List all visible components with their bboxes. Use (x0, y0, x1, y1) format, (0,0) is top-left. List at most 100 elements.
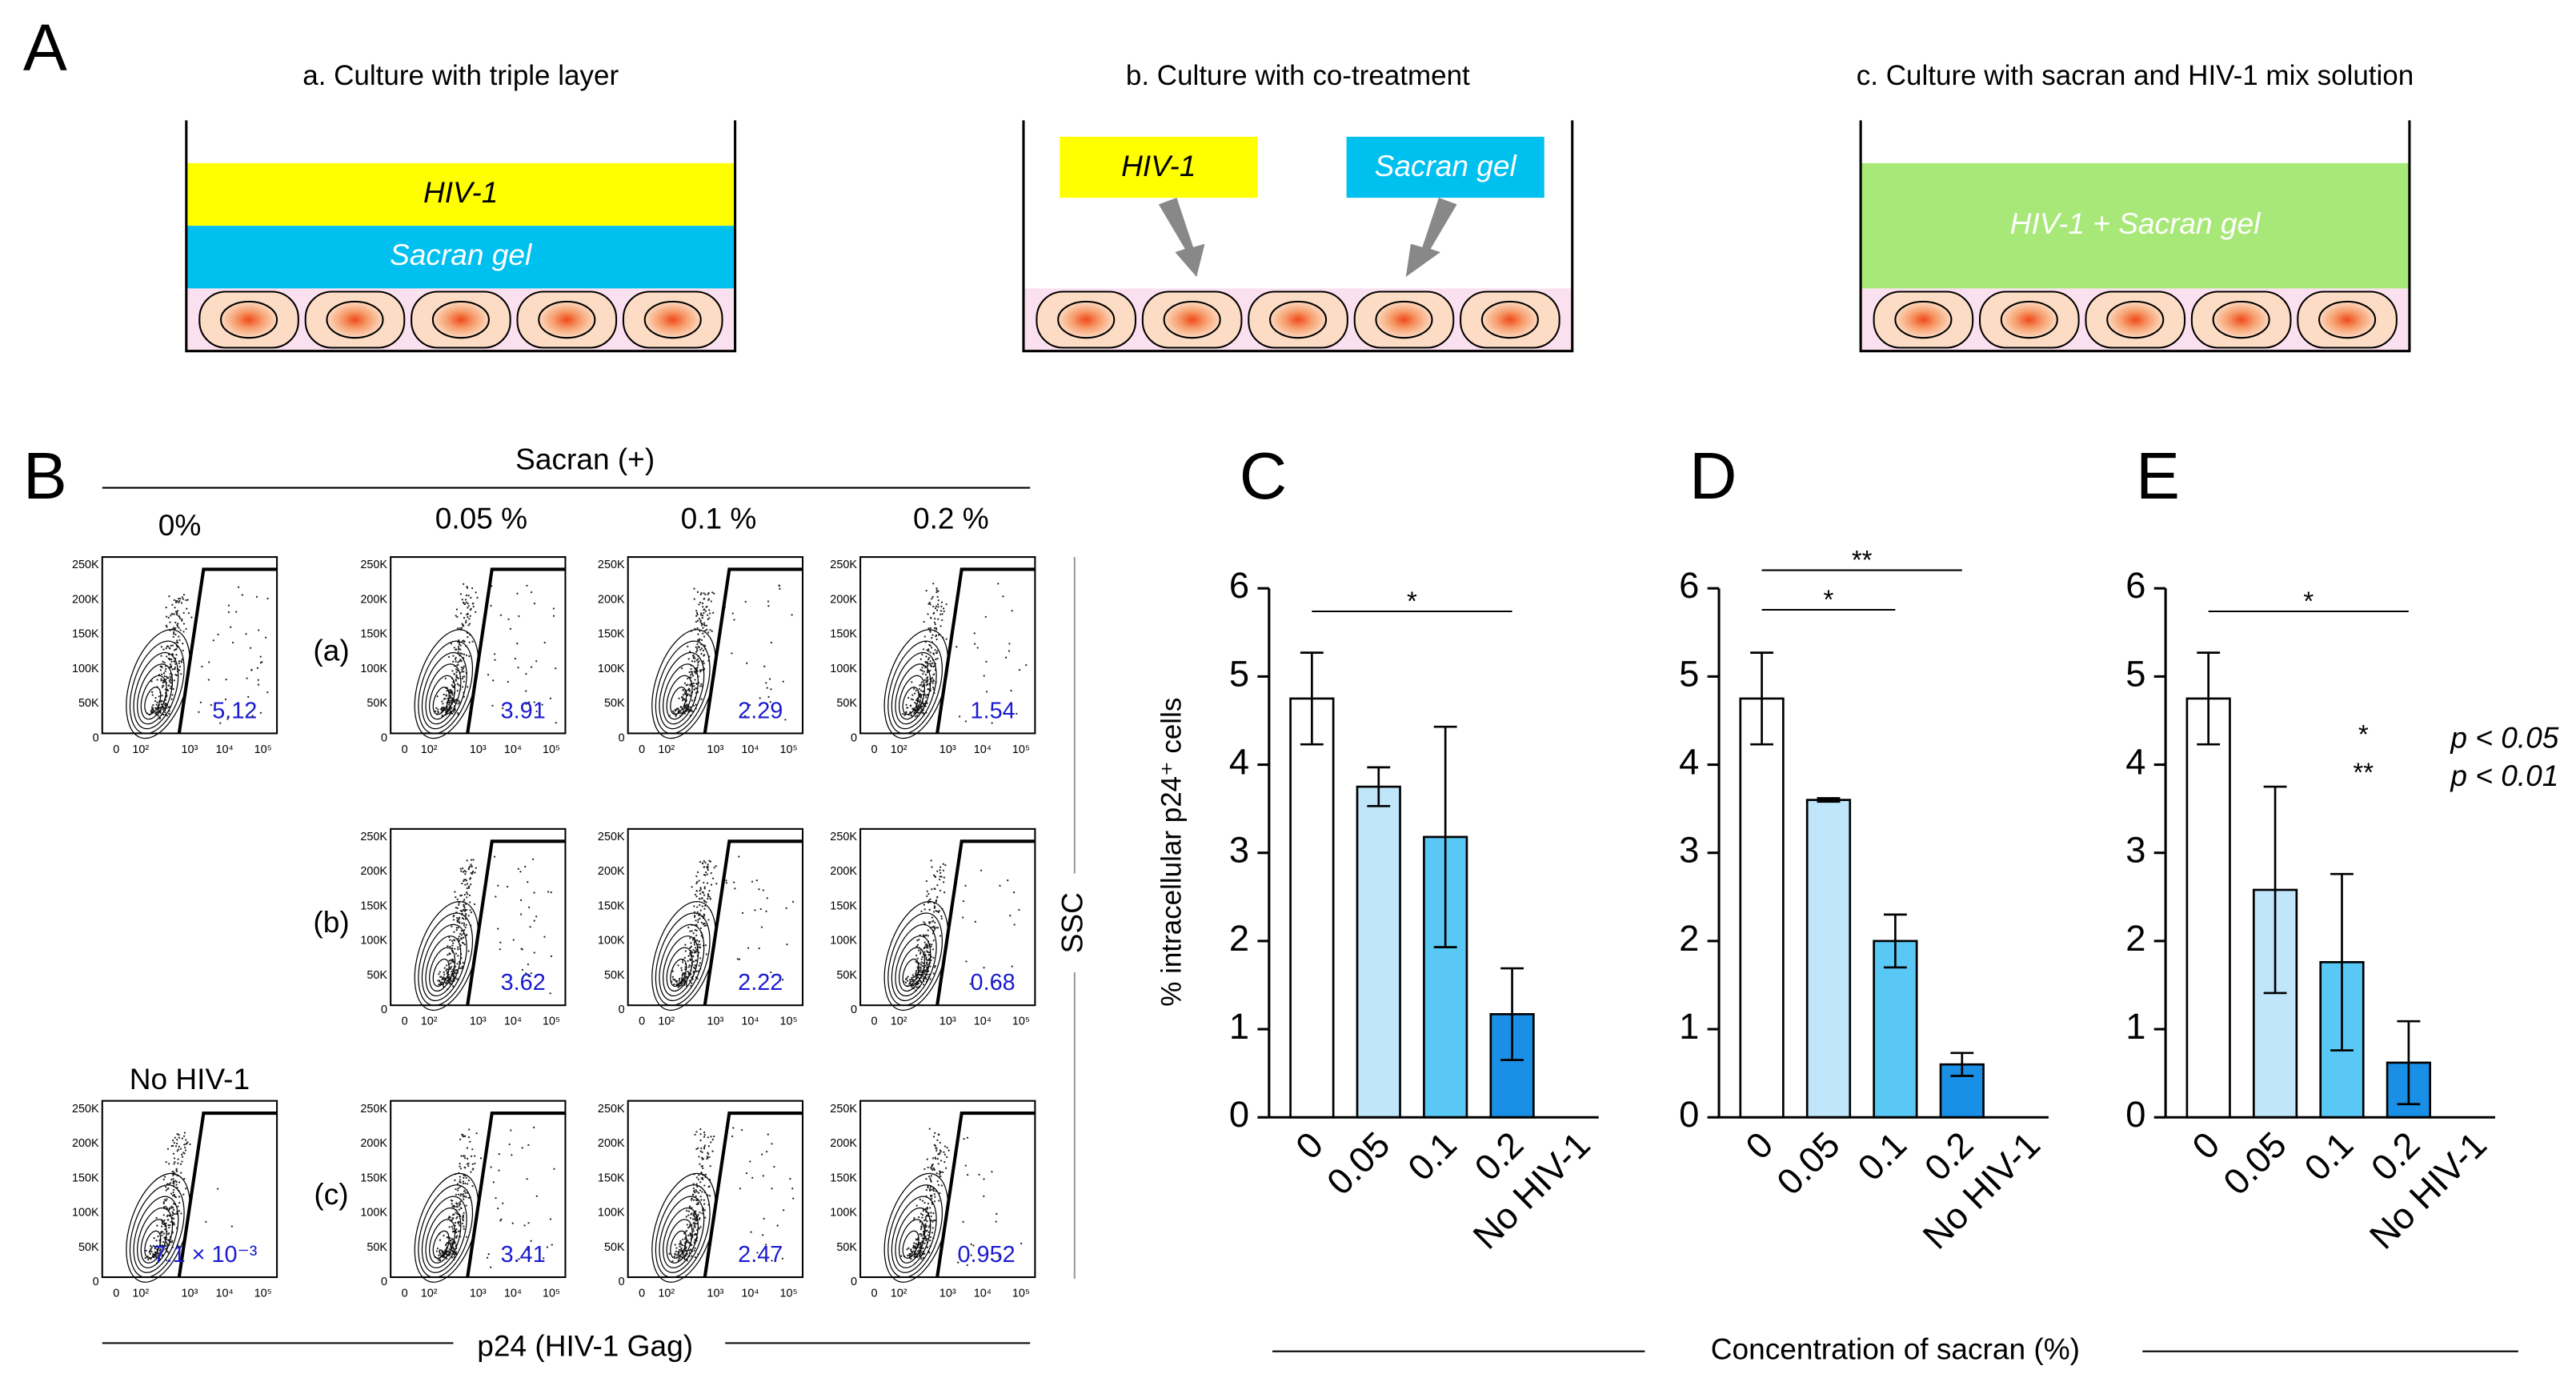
dot (177, 598, 180, 600)
dot (463, 601, 465, 604)
dot (162, 1214, 165, 1216)
dot (919, 971, 923, 973)
dot (700, 639, 703, 641)
contour (129, 1184, 185, 1278)
dot (683, 706, 687, 708)
dot (451, 1238, 454, 1241)
dot (166, 1219, 169, 1221)
dot (689, 937, 691, 939)
dot (455, 1193, 458, 1196)
contour (655, 640, 711, 735)
dot (984, 615, 987, 618)
y-axis-label: % intracellular p24⁺ cells (1156, 698, 1188, 1007)
dot (707, 863, 709, 866)
dot (926, 649, 928, 651)
dot (932, 1212, 935, 1215)
dot (935, 587, 938, 590)
dot (533, 919, 535, 922)
dot (696, 643, 699, 646)
dot (160, 1225, 163, 1228)
dot (166, 1243, 169, 1245)
dot (937, 606, 939, 608)
dot (932, 605, 935, 607)
dot (467, 1162, 470, 1165)
dot (467, 595, 470, 597)
dot (934, 649, 936, 651)
x-tick-label: 0.05 (2215, 1124, 2294, 1203)
legend-text: p < 0.05 (2450, 720, 2558, 754)
dot (448, 975, 451, 978)
dot (455, 907, 458, 909)
dot (185, 599, 187, 602)
dot (925, 679, 928, 683)
plot-tick-label: 10⁴ (504, 743, 522, 756)
dot (158, 717, 161, 720)
panel-label: A (23, 11, 67, 85)
dot (921, 670, 923, 672)
dot (699, 671, 702, 673)
dot (453, 931, 455, 933)
dot (964, 884, 967, 887)
dot (699, 1195, 702, 1198)
gate (466, 839, 566, 1006)
dot (493, 653, 496, 655)
dot (461, 941, 464, 944)
dot (684, 950, 687, 952)
row-label: (a) (313, 633, 349, 667)
dot (702, 1178, 704, 1180)
y-tick-label: 4 (1229, 742, 1249, 783)
dot (920, 961, 923, 963)
dot (694, 1226, 696, 1228)
dot (928, 1128, 931, 1130)
dot (181, 1137, 183, 1140)
plot-tick-label: 150K (360, 899, 387, 912)
dot (699, 892, 702, 895)
dot (690, 972, 692, 975)
dot (731, 652, 733, 655)
dot (695, 659, 698, 662)
dot (459, 1162, 461, 1165)
dot (525, 672, 527, 675)
dot (915, 954, 918, 957)
dot (923, 1220, 926, 1222)
dot (450, 643, 453, 645)
contour (902, 687, 919, 715)
dot (688, 964, 691, 967)
dot (258, 629, 260, 631)
dot (691, 675, 695, 677)
dot (468, 623, 471, 625)
dot (758, 947, 760, 950)
dot (448, 699, 451, 702)
dot (181, 619, 183, 622)
dot (474, 1155, 476, 1157)
plot-tick-label: 10⁵ (780, 1287, 798, 1300)
dot (758, 888, 760, 891)
dot (699, 1211, 701, 1214)
dot (692, 955, 695, 958)
dot (918, 949, 920, 951)
dot (926, 1238, 928, 1240)
dot (158, 707, 161, 709)
dot (448, 959, 451, 962)
dot (916, 939, 919, 942)
dot (738, 855, 740, 858)
dot (935, 900, 937, 903)
dot (435, 707, 438, 709)
dot (696, 627, 699, 630)
dot (528, 1257, 531, 1260)
dot (468, 1128, 471, 1131)
dot (150, 1250, 153, 1253)
dot (171, 1240, 174, 1242)
dot (751, 880, 754, 883)
dot (703, 886, 706, 888)
dot (682, 1238, 684, 1240)
dot (173, 627, 175, 630)
dot (935, 609, 939, 611)
dot (680, 967, 683, 969)
dot (927, 954, 931, 956)
dot (451, 712, 454, 715)
dot (700, 592, 703, 595)
dot (173, 1222, 175, 1225)
dot (695, 890, 698, 892)
dot (464, 599, 467, 601)
